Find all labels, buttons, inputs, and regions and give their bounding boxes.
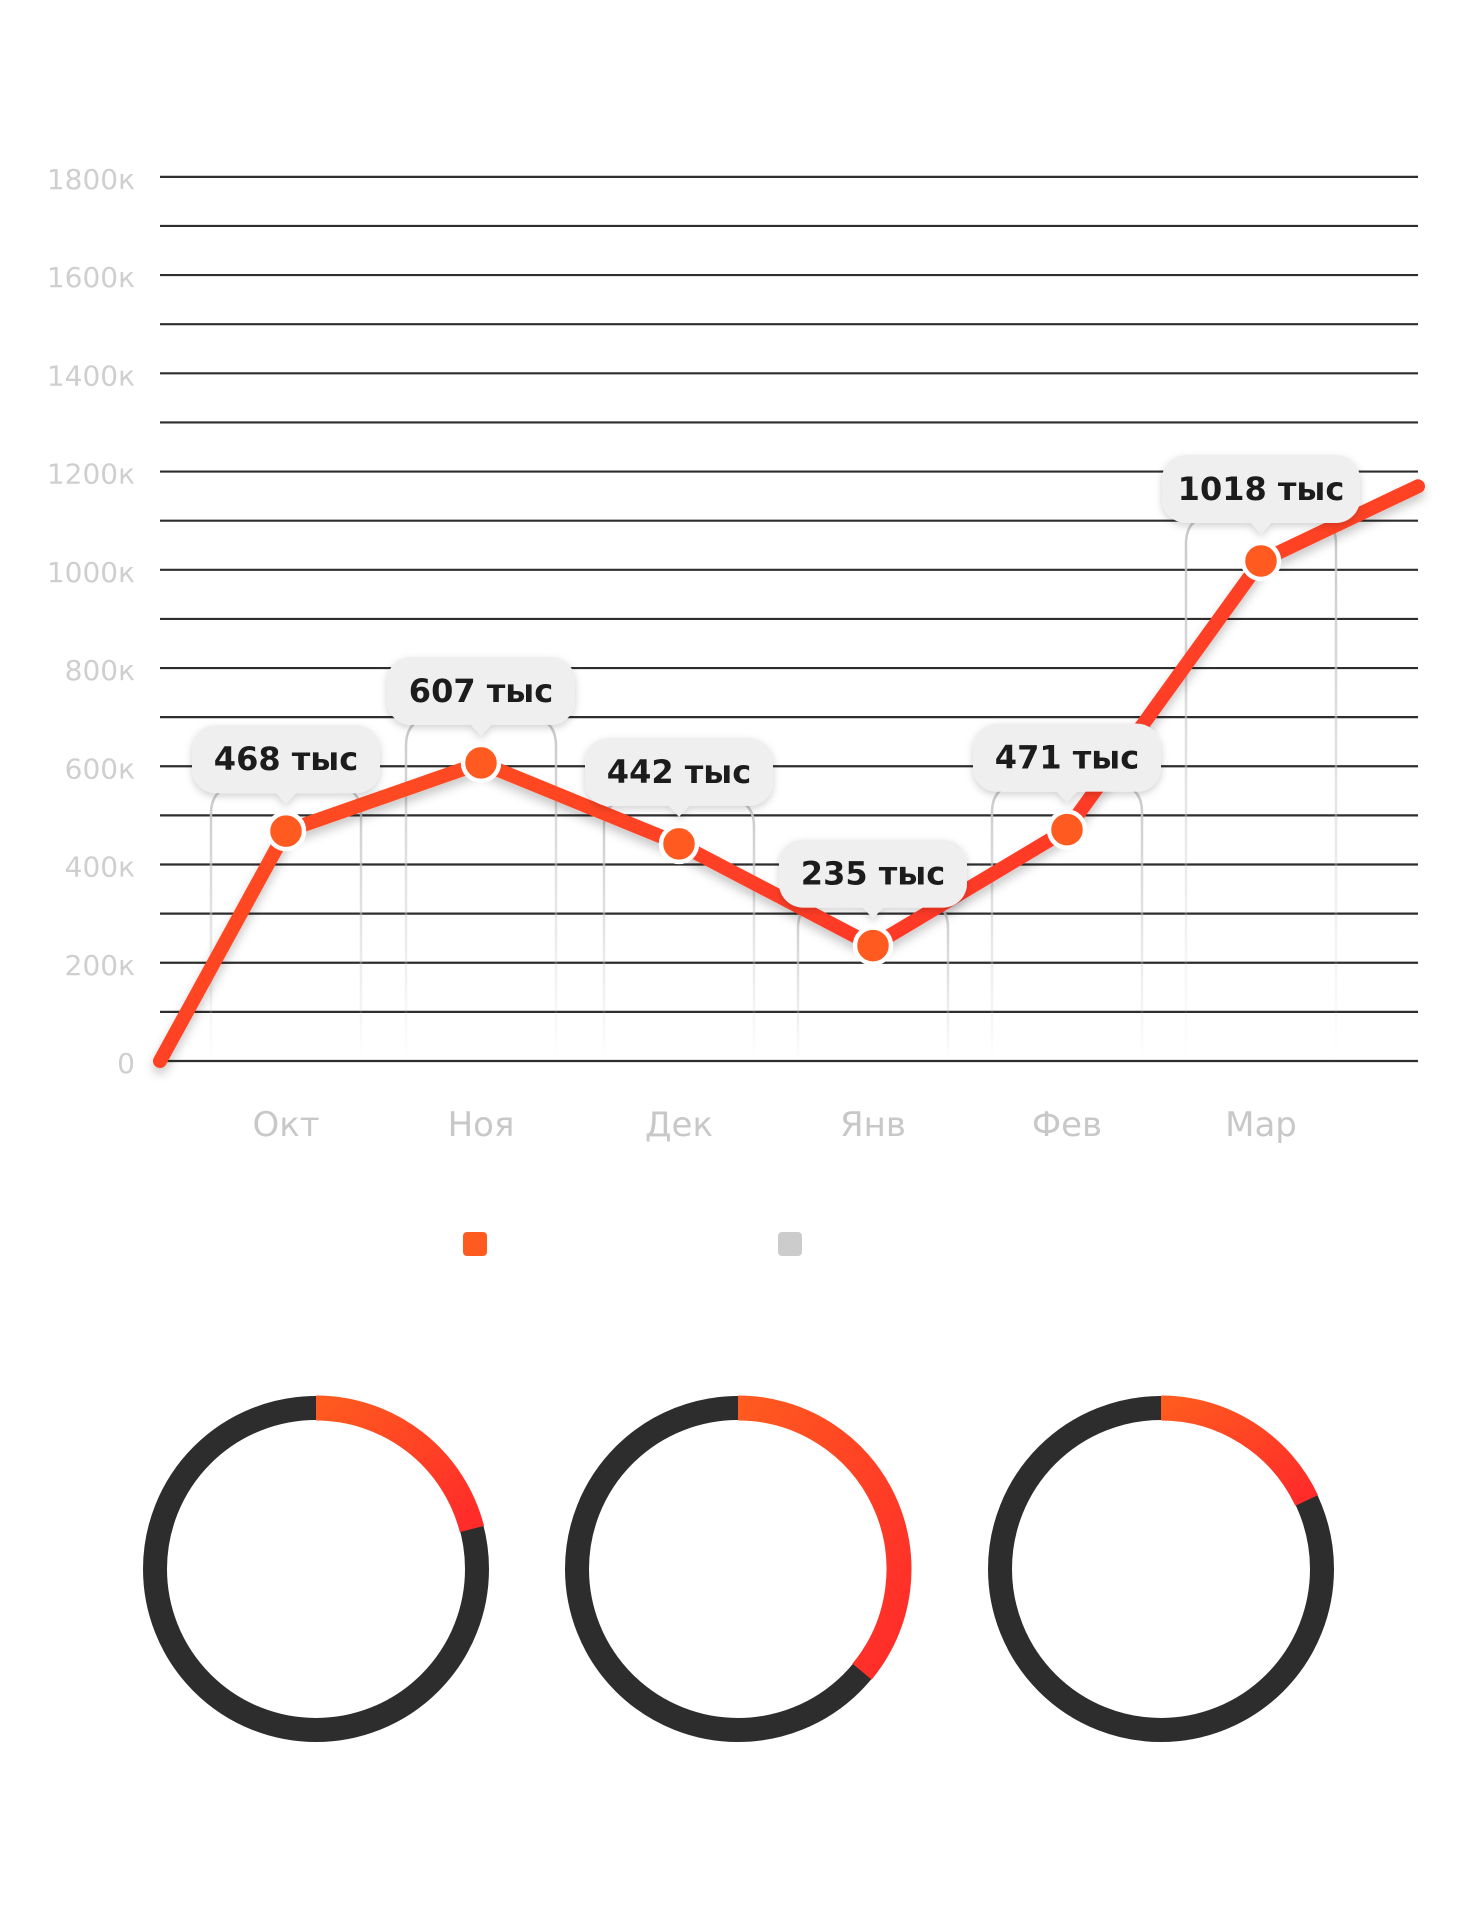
data-label-pointer <box>1250 521 1272 534</box>
donut-charts <box>143 1395 1334 1742</box>
data-label-pointer <box>862 906 884 919</box>
data-label <box>1162 454 1360 534</box>
series-line <box>153 479 1425 1068</box>
grid-lines <box>160 175 1418 1063</box>
data-point <box>1240 540 1282 582</box>
y-tick-label: 200к <box>65 949 135 982</box>
x-tick-label: Мар <box>1225 1105 1297 1145</box>
x-tick-label: Окт <box>252 1105 319 1145</box>
x-axis-ticks: Окт Ноя Дек Янв Фев Мар <box>252 1105 1296 1145</box>
data-label-text: 235 тыс <box>801 855 945 893</box>
donut-chart <box>988 1395 1334 1742</box>
legend <box>463 1232 802 1256</box>
y-tick-label: 800к <box>65 654 135 687</box>
x-tick-label: Ноя <box>448 1105 515 1145</box>
donut-chart <box>565 1395 912 1742</box>
data-label <box>585 737 773 817</box>
data-label-text: 442 тыс <box>607 753 751 791</box>
point-guide <box>1184 514 1338 1061</box>
data-label-text: 471 тыс <box>995 739 1139 777</box>
data-label-pointer <box>668 804 690 817</box>
donut-chart <box>143 1395 489 1742</box>
data-label <box>973 723 1161 803</box>
x-tick-label: Янв <box>840 1105 906 1145</box>
data-label-bubble <box>387 656 575 725</box>
data-label-bubble <box>779 839 967 908</box>
data-point <box>460 742 502 784</box>
donut-segment <box>315 1395 485 1533</box>
legend-swatch-secondary <box>778 1232 802 1256</box>
data-point <box>852 925 894 966</box>
data-label-pointer <box>470 723 492 736</box>
donut-segment <box>737 1395 912 1680</box>
data-label-text: 468 тыс <box>214 740 358 778</box>
x-tick-label: Фев <box>1032 1105 1102 1145</box>
y-tick-label: 1600к <box>47 261 135 294</box>
data-label <box>387 656 575 736</box>
data-label <box>779 839 967 919</box>
data-label-pointer <box>1056 790 1078 803</box>
y-tick-label: 0 <box>117 1047 135 1080</box>
data-label-bubble <box>585 737 773 806</box>
line-chart: 0 200к 400к 600к 800к 1000к 1200к 1400к 1600к 180… <box>47 163 1425 1145</box>
data-point <box>658 823 700 865</box>
y-tick-label: 1800к <box>47 163 135 196</box>
data-label-text: 607 тыс <box>409 672 553 710</box>
y-tick-label: 400к <box>65 851 135 884</box>
y-axis-ticks: 0 200к 400к 600к 800к 1000к 1200к 1400к 1600к 180… <box>47 163 135 1080</box>
y-tick-label: 1200к <box>47 458 135 491</box>
y-tick-label: 1000к <box>47 556 135 589</box>
data-label-bubble <box>973 723 1161 792</box>
y-tick-label: 600к <box>65 752 135 785</box>
donut-segment <box>1160 1395 1318 1506</box>
y-tick-label: 1400к <box>47 359 135 392</box>
data-points <box>265 540 1282 966</box>
x-tick-label: Дек <box>645 1105 713 1145</box>
data-point <box>265 810 307 852</box>
data-labels: 468 тыс 607 тыс 442 тыс 235 тыс 471 тыс 1018 … <box>192 454 1360 919</box>
data-label-bubble <box>1162 454 1360 523</box>
data-label-bubble <box>192 725 380 794</box>
data-label-pointer <box>275 792 297 805</box>
data-label-text: 1018 тыс <box>1178 470 1345 508</box>
data-label <box>192 725 380 805</box>
series-line-group <box>153 479 1425 1068</box>
legend-swatch-primary <box>463 1232 487 1256</box>
data-point <box>1046 809 1088 850</box>
point-guides <box>209 514 1338 1061</box>
